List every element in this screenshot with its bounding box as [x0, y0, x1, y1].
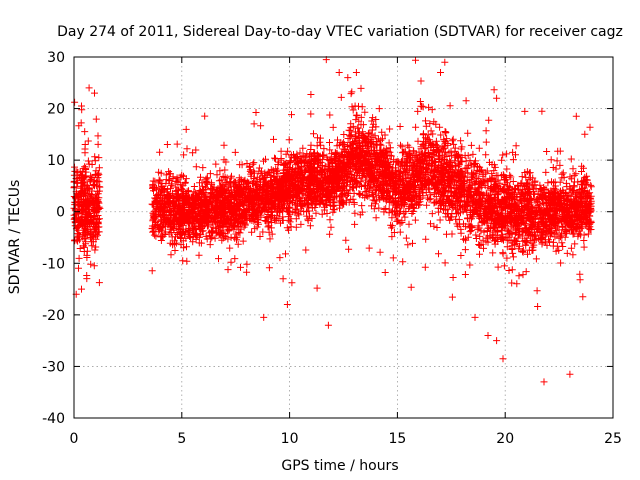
- y-tick-label: -40: [42, 411, 65, 427]
- x-tick-labels: 0 5 10 15 20 25: [70, 431, 622, 447]
- y-tick-label: 30: [47, 50, 65, 66]
- x-tick-label: 5: [177, 431, 186, 447]
- x-tick-label: 20: [496, 431, 514, 447]
- axis-ticks: [73, 56, 614, 419]
- data-points: [70, 56, 595, 386]
- y-tick-label: 20: [47, 102, 65, 118]
- scatter-markers: [70, 56, 595, 386]
- y-axis-label: SDTVAR / TECUs: [7, 180, 23, 295]
- y-tick-label: 10: [47, 153, 65, 169]
- x-tick-label: 25: [604, 431, 622, 447]
- y-tick-label: -30: [42, 359, 65, 375]
- y-tick-label: -10: [42, 256, 65, 272]
- plot-frame: [73, 56, 614, 419]
- x-tick-label: 10: [281, 431, 299, 447]
- y-tick-labels: -40 -30 -20 -10 0 10 20 30: [42, 50, 65, 427]
- x-axis-label: GPS time / hours: [281, 458, 398, 474]
- chart-title: Day 274 of 2011, Sidereal Day-to-day VTE…: [57, 24, 623, 40]
- y-tick-label: 0: [56, 205, 65, 221]
- x-tick-label: 0: [70, 431, 79, 447]
- x-tick-label: 15: [388, 431, 406, 447]
- y-tick-label: -20: [42, 308, 65, 324]
